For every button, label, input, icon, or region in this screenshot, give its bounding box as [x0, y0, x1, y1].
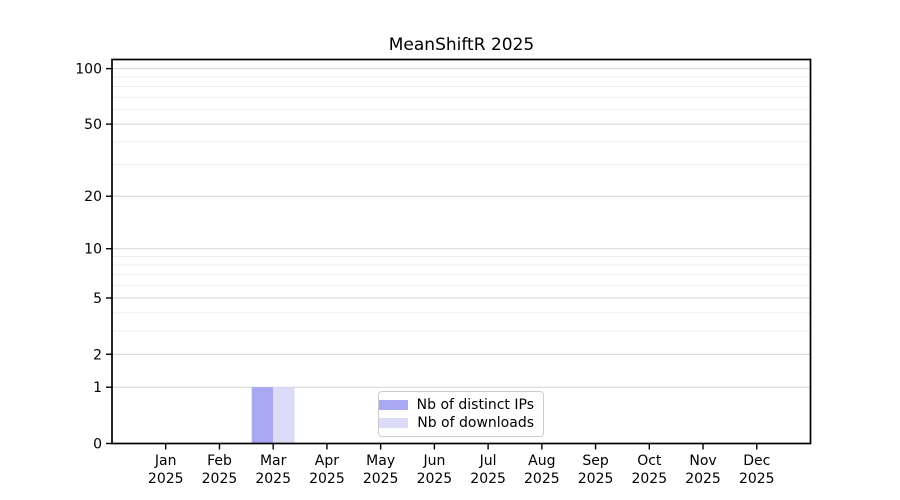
legend-label-distinct-ips: Nb of distinct IPs	[416, 396, 534, 413]
plot-border	[111, 58, 812, 445]
x-tick-label-year: 2025	[309, 471, 345, 487]
y-tick-label: 5	[93, 291, 102, 307]
x-tick-label-month: Jan	[154, 453, 177, 469]
y-tick-label: 20	[84, 189, 102, 205]
legend-label-downloads: Nb of downloads	[417, 415, 534, 432]
y-tick-label: 10	[84, 242, 102, 258]
x-tick-label-year: 2025	[685, 471, 721, 487]
bar-mar-series1	[273, 387, 295, 444]
y-tick-label: 100	[75, 62, 102, 78]
x-tick-label-year: 2025	[470, 471, 506, 487]
x-tick-label-year: 2025	[417, 471, 453, 487]
x-tick-label-year: 2025	[739, 471, 775, 487]
x-tick-label-year: 2025	[631, 471, 667, 487]
x-tick-label-year: 2025	[578, 471, 614, 487]
x-tick-label-month: Nov	[689, 453, 716, 469]
x-tick-label-month: May	[366, 453, 395, 469]
y-tick-label: 0	[93, 437, 102, 453]
legend-item-distinct-ips: Nb of distinct IPs	[378, 396, 534, 413]
x-tick-label-month: Sep	[582, 453, 609, 469]
x-tick-label-month: Dec	[743, 453, 770, 469]
x-tick-label-year: 2025	[524, 471, 560, 487]
legend-item-downloads: Nb of downloads	[379, 415, 534, 432]
x-tick-label-month: Jun	[422, 453, 445, 469]
x-tick-label-month: Mar	[260, 453, 287, 469]
x-tick-label-month: Feb	[207, 453, 232, 469]
y-tick-label: 2	[93, 347, 102, 363]
legend: Nb of distinct IPs Nb of downloads	[378, 391, 544, 437]
chart-title: MeanShiftR 2025	[388, 35, 535, 55]
x-tick-label-month: Oct	[637, 453, 662, 469]
y-tick-label: 1	[93, 380, 102, 396]
x-tick-label-year: 2025	[363, 471, 399, 487]
legend-swatch-downloads-icon	[379, 418, 409, 429]
x-tick-label-year: 2025	[255, 471, 291, 487]
x-tick-label-month: Aug	[528, 453, 555, 469]
x-tick-label-year: 2025	[202, 471, 238, 487]
y-tick-label: 50	[84, 117, 102, 133]
bar-mar-series0	[251, 387, 274, 444]
x-tick-label-month: Apr	[315, 453, 339, 469]
x-tick-label-year: 2025	[148, 471, 184, 487]
x-tick-label-month: Jul	[479, 453, 497, 469]
legend-swatch-distinct-ips-icon	[378, 399, 408, 410]
